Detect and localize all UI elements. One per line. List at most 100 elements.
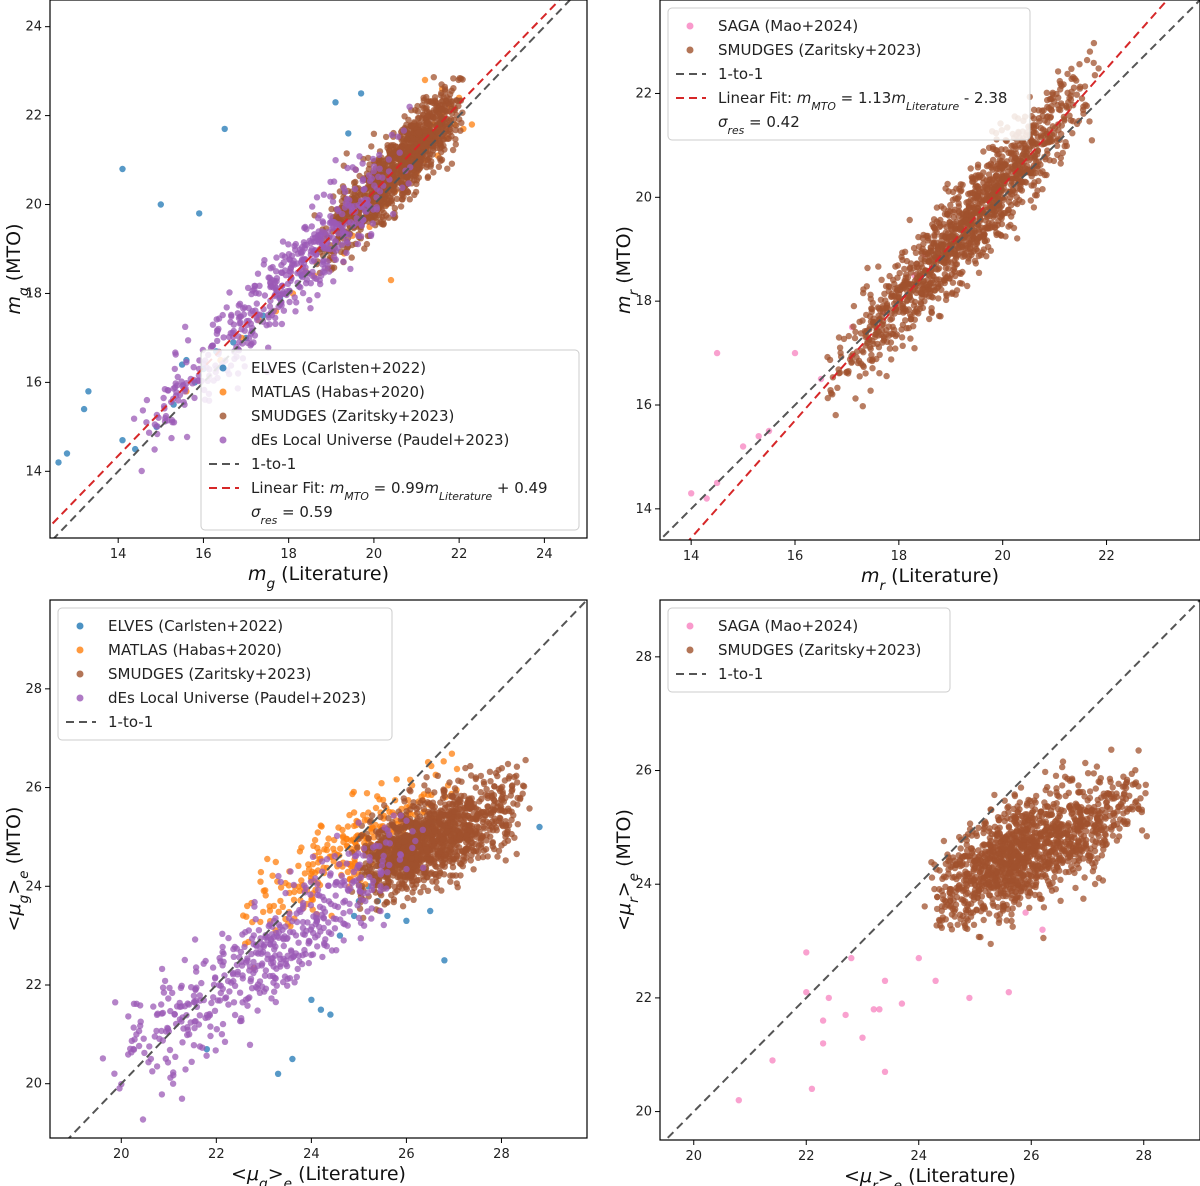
point-des-local-universe-paudel-2023 bbox=[268, 995, 275, 1002]
y-tick-label: 22 bbox=[25, 109, 42, 124]
point-smudges-zaritsky-2023 bbox=[894, 274, 901, 281]
point-smudges-zaritsky-2023 bbox=[514, 821, 521, 828]
point-smudges-zaritsky-2023 bbox=[901, 248, 909, 255]
point-des-local-universe-paudel-2023 bbox=[307, 891, 314, 898]
point-des-local-universe-paudel-2023 bbox=[399, 184, 406, 191]
point-des-local-universe-paudel-2023 bbox=[251, 282, 258, 290]
point-smudges-zaritsky-2023 bbox=[940, 259, 947, 266]
point-matlas-habas-2020 bbox=[275, 908, 282, 915]
point-smudges-zaritsky-2023 bbox=[479, 853, 487, 861]
point-smudges-zaritsky-2023 bbox=[931, 231, 938, 239]
point-smudges-zaritsky-2023 bbox=[452, 126, 459, 134]
point-des-local-universe-paudel-2023 bbox=[212, 1047, 219, 1054]
point-matlas-habas-2020 bbox=[314, 844, 321, 852]
point-matlas-habas-2020 bbox=[257, 868, 265, 876]
legend-entry-matlas-habas-2020: MATLAS (Habas+2020) bbox=[251, 383, 425, 401]
point-smudges-zaritsky-2023 bbox=[450, 75, 457, 82]
point-smudges-zaritsky-2023 bbox=[827, 387, 834, 394]
point-smudges-zaritsky-2023 bbox=[424, 887, 432, 894]
point-smudges-zaritsky-2023 bbox=[503, 821, 510, 828]
point-des-local-universe-paudel-2023 bbox=[307, 902, 315, 909]
point-elves-carlsten-2022 bbox=[289, 1055, 296, 1063]
point-smudges-zaritsky-2023 bbox=[450, 819, 457, 826]
point-smudges-zaritsky-2023 bbox=[495, 766, 502, 774]
point-smudges-zaritsky-2023 bbox=[421, 127, 428, 134]
point-smudges-zaritsky-2023 bbox=[928, 305, 935, 312]
point-smudges-zaritsky-2023 bbox=[369, 812, 376, 819]
point-smudges-zaritsky-2023 bbox=[1054, 151, 1061, 158]
point-smudges-zaritsky-2023 bbox=[1049, 123, 1057, 130]
point-smudges-zaritsky-2023 bbox=[888, 356, 895, 363]
point-smudges-zaritsky-2023 bbox=[1054, 68, 1062, 75]
point-elves-carlsten-2022 bbox=[536, 823, 543, 831]
point-matlas-habas-2020 bbox=[269, 872, 276, 879]
point-des-local-universe-paudel-2023 bbox=[160, 989, 168, 996]
point-smudges-zaritsky-2023 bbox=[429, 799, 437, 806]
legend-entry-1-to-1: 1-to-1 bbox=[718, 65, 763, 83]
point-smudges-zaritsky-2023 bbox=[363, 240, 371, 248]
point-smudges-zaritsky-2023 bbox=[472, 829, 479, 836]
point-des-local-universe-paudel-2023 bbox=[368, 231, 375, 238]
point-smudges-zaritsky-2023 bbox=[464, 804, 471, 812]
point-smudges-zaritsky-2023 bbox=[332, 213, 339, 220]
point-des-local-universe-paudel-2023 bbox=[237, 948, 245, 956]
point-des-local-universe-paudel-2023 bbox=[133, 1031, 140, 1038]
point-des-local-universe-paudel-2023 bbox=[207, 1023, 214, 1030]
point-smudges-zaritsky-2023 bbox=[888, 315, 896, 322]
point-des-local-universe-paudel-2023 bbox=[159, 1009, 167, 1017]
point-smudges-zaritsky-2023 bbox=[985, 225, 992, 232]
point-smudges-zaritsky-2023 bbox=[437, 92, 445, 99]
point-smudges-zaritsky-2023 bbox=[357, 191, 364, 198]
point-des-local-universe-paudel-2023 bbox=[256, 282, 263, 289]
point-smudges-zaritsky-2023 bbox=[1018, 152, 1026, 159]
point-smudges-zaritsky-2023 bbox=[1057, 130, 1065, 138]
point-smudges-zaritsky-2023 bbox=[956, 185, 963, 193]
point-matlas-habas-2020 bbox=[309, 861, 317, 868]
point-smudges-zaritsky-2023 bbox=[460, 853, 467, 860]
y-tick-label: 22 bbox=[635, 86, 652, 101]
point-smudges-zaritsky-2023 bbox=[458, 778, 465, 785]
point-smudges-zaritsky-2023 bbox=[1012, 143, 1019, 150]
point-smudges-zaritsky-2023 bbox=[962, 250, 969, 257]
point-matlas-habas-2020 bbox=[314, 829, 321, 836]
point-elves-carlsten-2022 bbox=[308, 996, 315, 1003]
point-smudges-zaritsky-2023 bbox=[832, 411, 839, 419]
point-elves-carlsten-2022 bbox=[403, 917, 410, 924]
point-smudges-zaritsky-2023 bbox=[440, 871, 448, 878]
point-des-local-universe-paudel-2023 bbox=[384, 869, 391, 876]
point-des-local-universe-paudel-2023 bbox=[336, 861, 343, 868]
point-des-local-universe-paudel-2023 bbox=[222, 994, 230, 1001]
point-smudges-zaritsky-2023 bbox=[470, 866, 477, 873]
point-smudges-zaritsky-2023 bbox=[952, 250, 959, 257]
point-smudges-zaritsky-2023 bbox=[433, 874, 440, 881]
point-smudges-zaritsky-2023 bbox=[886, 283, 893, 291]
axes-frame bbox=[49, 0, 588, 539]
point-smudges-zaritsky-2023 bbox=[983, 253, 990, 260]
point-smudges-zaritsky-2023 bbox=[999, 164, 1006, 171]
point-smudges-zaritsky-2023 bbox=[510, 812, 517, 819]
point-smudges-zaritsky-2023 bbox=[448, 160, 456, 167]
point-matlas-habas-2020 bbox=[330, 845, 337, 852]
point-smudges-zaritsky-2023 bbox=[432, 99, 440, 106]
point-des-local-universe-paudel-2023 bbox=[230, 999, 238, 1006]
legend-entry-elves-carlsten-2022: ELVES (Carlsten+2022) bbox=[251, 359, 426, 377]
point-smudges-zaritsky-2023 bbox=[383, 196, 391, 203]
point-smudges-zaritsky-2023 bbox=[1069, 130, 1076, 137]
point-smudges-zaritsky-2023 bbox=[486, 768, 494, 775]
point-smudges-zaritsky-2023 bbox=[869, 365, 876, 372]
point-smudges-zaritsky-2023 bbox=[423, 812, 430, 819]
point-des-local-universe-paudel-2023 bbox=[184, 1031, 191, 1039]
point-smudges-zaritsky-2023 bbox=[883, 331, 890, 338]
point-des-local-universe-paudel-2023 bbox=[254, 270, 262, 277]
point-des-local-universe-paudel-2023 bbox=[254, 1007, 261, 1014]
point-elves-carlsten-2022 bbox=[80, 405, 88, 413]
point-smudges-zaritsky-2023 bbox=[399, 903, 407, 910]
point-des-local-universe-paudel-2023 bbox=[208, 999, 215, 1007]
point-des-local-universe-paudel-2023 bbox=[292, 246, 299, 253]
point-smudges-zaritsky-2023 bbox=[412, 861, 419, 869]
point-smudges-zaritsky-2023 bbox=[1026, 146, 1033, 153]
point-smudges-zaritsky-2023 bbox=[989, 143, 996, 151]
point-des-local-universe-paudel-2023 bbox=[360, 852, 367, 859]
point-des-local-universe-paudel-2023 bbox=[170, 385, 177, 392]
